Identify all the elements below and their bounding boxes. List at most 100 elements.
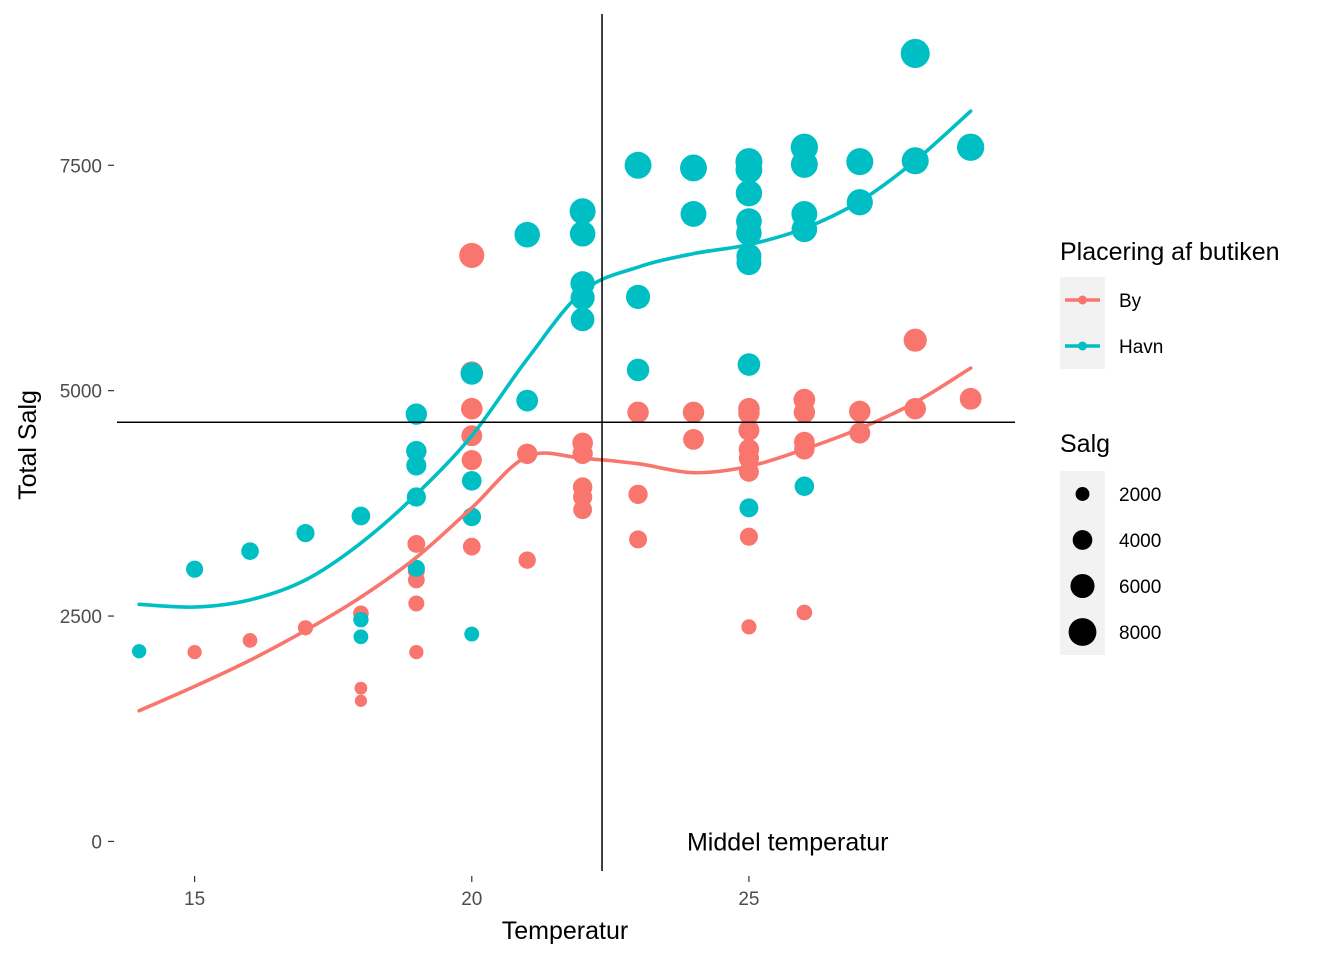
- legend-label: Havn: [1119, 337, 1163, 358]
- data-point: [900, 38, 930, 69]
- data-point: [680, 200, 707, 227]
- data-point: [296, 524, 315, 543]
- data-point: [187, 644, 202, 660]
- x-tick-label: 20: [461, 889, 482, 910]
- data-point: [354, 694, 368, 707]
- data-point: [793, 401, 816, 424]
- data-point: [354, 681, 368, 695]
- size-legend-label: 8000: [1119, 623, 1161, 644]
- data-point: [569, 221, 596, 247]
- data-point: [353, 629, 369, 645]
- data-point: [407, 559, 425, 577]
- data-point: [242, 633, 258, 648]
- smooth-line: [137, 366, 973, 713]
- data-point: [516, 389, 539, 412]
- data-point: [627, 401, 649, 424]
- size-legend-label: 6000: [1119, 577, 1161, 598]
- data-point: [186, 560, 204, 578]
- data-point: [408, 595, 425, 612]
- legend-key-point: [1078, 341, 1087, 351]
- data-point: [626, 358, 650, 382]
- data-point: [628, 484, 648, 504]
- size-legend-label: 2000: [1119, 485, 1161, 506]
- data-point: [570, 307, 595, 332]
- data-point: [460, 362, 483, 385]
- data-point: [353, 611, 369, 628]
- data-point: [741, 619, 757, 635]
- x-axis-title: Temperatur: [502, 917, 628, 945]
- color-legend-key-background: [1060, 277, 1105, 369]
- data-point: [461, 470, 482, 491]
- y-axis: 0 2500 5000 7500: [60, 156, 114, 853]
- data-point: [573, 500, 593, 520]
- data-point: [351, 506, 371, 526]
- data-point: [790, 150, 818, 178]
- y-tick-label: 7500: [60, 156, 102, 177]
- data-point: [957, 133, 985, 161]
- data-point: [739, 498, 759, 518]
- data-point: [683, 428, 704, 450]
- data-point: [739, 527, 758, 546]
- data-point: [846, 148, 874, 176]
- data-point: [794, 476, 815, 496]
- data-point: [461, 449, 482, 471]
- legend-label: By: [1119, 291, 1142, 312]
- data-point: [462, 507, 482, 527]
- size-legend-label: 4000: [1119, 531, 1161, 552]
- data-point: [241, 542, 259, 560]
- data-point: [518, 551, 536, 569]
- y-tick-label: 0: [91, 832, 102, 853]
- data-point: [738, 402, 760, 424]
- data-point: [460, 397, 483, 420]
- data-point: [406, 455, 427, 476]
- x-tick-label: 15: [184, 889, 205, 910]
- data-point: [459, 242, 485, 268]
- size-legend-title: Salg: [1060, 430, 1110, 458]
- size-legend-key: [1070, 573, 1095, 599]
- data-point: [405, 403, 428, 425]
- data-point: [629, 530, 648, 549]
- data-point: [682, 401, 705, 424]
- data-point: [736, 250, 762, 276]
- data-point: [903, 328, 927, 352]
- data-point: [406, 487, 426, 507]
- data-point: [464, 626, 480, 642]
- annotation-middel-temperatur: Middel temperatur: [687, 828, 888, 856]
- data-point: [132, 644, 147, 659]
- data-point: [462, 537, 481, 556]
- data-point: [796, 604, 813, 621]
- y-tick-label: 2500: [60, 607, 102, 628]
- data-point: [407, 534, 426, 553]
- data-point: [735, 156, 763, 184]
- data-point: [572, 443, 593, 464]
- data-point: [735, 180, 763, 207]
- data-point: [849, 400, 871, 423]
- data-point: [570, 285, 595, 310]
- data-point: [736, 220, 762, 246]
- data-point: [409, 644, 424, 660]
- data-point: [680, 154, 707, 182]
- data-point: [514, 221, 540, 248]
- data-point: [406, 440, 427, 462]
- smooth-line: [137, 109, 973, 609]
- reference-lines: [117, 14, 1015, 871]
- smooth-layer: [137, 109, 973, 713]
- x-tick-label: 25: [738, 889, 759, 910]
- color-legend: Placering af butiken By Havn: [1060, 238, 1280, 369]
- data-point: [407, 571, 425, 589]
- y-axis-title: Total Salg: [14, 390, 42, 500]
- data-point: [737, 353, 761, 376]
- size-legend: Salg 2000 4000 6000 8000: [1060, 430, 1161, 655]
- data-point: [625, 284, 651, 309]
- size-legend-key: [1072, 530, 1093, 550]
- data-point: [738, 419, 760, 441]
- x-axis: 15 20 25: [184, 876, 759, 910]
- color-legend-title: Placering af butiken: [1060, 238, 1280, 266]
- data-point: [624, 151, 652, 179]
- size-legend-key: [1068, 618, 1097, 646]
- size-legend-key: [1075, 487, 1090, 501]
- data-point: [959, 387, 982, 410]
- y-tick-label: 5000: [60, 382, 102, 403]
